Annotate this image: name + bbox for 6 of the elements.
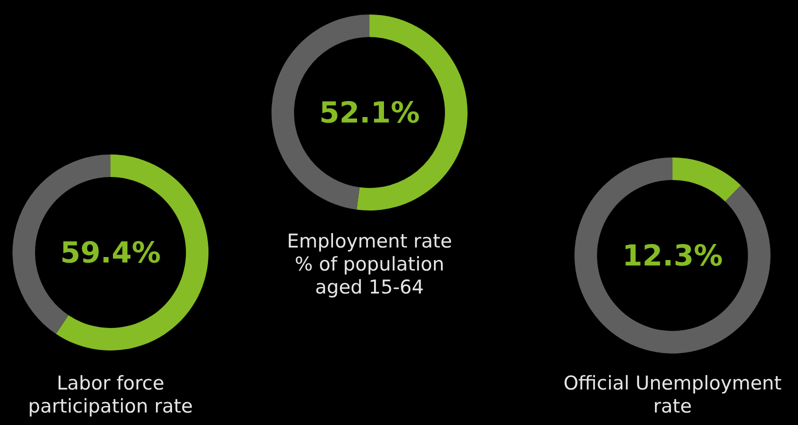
text: Employment rate % of population aged 15-64 [286,230,452,298]
data-label: 59.4% [60,236,161,270]
data-label: 12.3% [622,238,723,272]
text: Official Unemployment rate [563,372,782,418]
data-label: 52.1% [319,96,420,130]
text: Labor force participation rate [28,372,193,418]
